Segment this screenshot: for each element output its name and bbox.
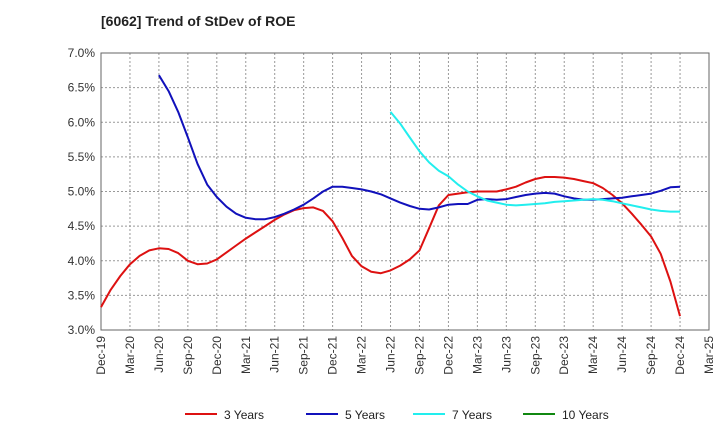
y-axis: 3.0% 3.5% 4.0% 4.5% 5.0% 5.5% 6.0% 6.5% 7.0% xyxy=(68,46,96,337)
x-tick-label: Mar-21 xyxy=(239,336,253,374)
x-tick-label: Jun-20 xyxy=(152,336,166,373)
x-tick-label: Jun-24 xyxy=(615,336,629,373)
x-tick-label: Dec-23 xyxy=(557,336,571,375)
x-tick-label: Jun-23 xyxy=(499,336,513,373)
legend-label: 7 Years xyxy=(452,408,492,422)
x-tick-label: Sep-21 xyxy=(297,336,311,375)
x-tick-label: Dec-22 xyxy=(441,336,455,375)
y-tick-label: 5.0% xyxy=(68,185,96,199)
x-tick-label: Mar-20 xyxy=(123,336,137,374)
x-tick-label: Mar-23 xyxy=(470,336,484,374)
grid xyxy=(101,53,709,330)
x-tick-label: Sep-23 xyxy=(528,336,542,375)
legend-label: 5 Years xyxy=(345,408,385,422)
x-tick-label: Dec-21 xyxy=(326,336,340,375)
series-line-3-years xyxy=(100,176,681,317)
plot-area xyxy=(100,52,710,331)
y-tick-label: 6.5% xyxy=(68,81,96,95)
x-tick-label: Dec-19 xyxy=(94,336,108,375)
x-tick-label: Dec-20 xyxy=(210,336,224,375)
x-tick-label: Sep-22 xyxy=(412,336,426,375)
x-tick-label: Mar-25 xyxy=(702,336,716,374)
y-tick-label: 7.0% xyxy=(68,46,96,60)
x-tick-label: Jun-22 xyxy=(384,336,398,373)
x-tick-label: Jun-21 xyxy=(268,336,282,373)
series-group xyxy=(100,74,681,317)
x-tick-label: Mar-24 xyxy=(586,336,600,374)
x-tick-label: Sep-24 xyxy=(644,336,658,375)
y-tick-label: 4.5% xyxy=(68,219,96,233)
series-line-7-years xyxy=(389,111,680,213)
legend-label: 10 Years xyxy=(562,408,609,422)
legend: 3 Years 5 Years 7 Years 10 Years xyxy=(185,408,609,422)
x-axis: Dec-19 Mar-20 Jun-20 Sep-20 Dec-20 Mar-21 Jun-… xyxy=(94,336,716,375)
y-tick-label: 4.0% xyxy=(68,254,96,268)
chart-title: [6062] Trend of StDev of ROE xyxy=(101,13,295,29)
x-tick-label: Sep-20 xyxy=(181,336,195,375)
y-tick-label: 5.5% xyxy=(68,150,96,164)
x-tick-label: Dec-24 xyxy=(673,336,687,375)
y-tick-label: 3.0% xyxy=(68,323,96,337)
y-tick-label: 3.5% xyxy=(68,288,96,302)
y-tick-label: 6.0% xyxy=(68,115,96,129)
x-tick-label: Mar-22 xyxy=(355,336,369,374)
legend-label: 3 Years xyxy=(224,408,264,422)
